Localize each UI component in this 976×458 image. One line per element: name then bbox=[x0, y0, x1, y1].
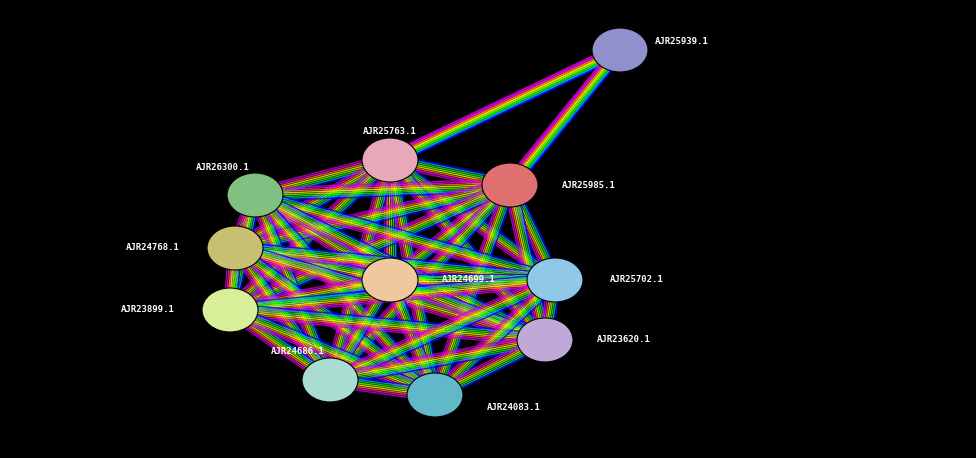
Text: AJR23899.1: AJR23899.1 bbox=[121, 305, 175, 315]
Ellipse shape bbox=[407, 373, 463, 417]
Text: AJR24768.1: AJR24768.1 bbox=[126, 244, 180, 252]
Ellipse shape bbox=[592, 28, 648, 72]
Ellipse shape bbox=[517, 318, 573, 362]
Text: AJR25702.1: AJR25702.1 bbox=[610, 276, 664, 284]
Ellipse shape bbox=[527, 258, 583, 302]
Text: AJR25939.1: AJR25939.1 bbox=[655, 38, 709, 47]
Ellipse shape bbox=[202, 288, 258, 332]
Ellipse shape bbox=[362, 138, 418, 182]
Ellipse shape bbox=[207, 226, 263, 270]
Ellipse shape bbox=[362, 258, 418, 302]
Ellipse shape bbox=[302, 358, 358, 402]
Ellipse shape bbox=[482, 163, 538, 207]
Text: AJR24083.1: AJR24083.1 bbox=[487, 403, 541, 411]
Text: AJR25763.1: AJR25763.1 bbox=[363, 127, 417, 136]
Text: AJR23620.1: AJR23620.1 bbox=[597, 336, 651, 344]
Text: AJR24699.1: AJR24699.1 bbox=[442, 276, 496, 284]
Ellipse shape bbox=[227, 173, 283, 217]
Text: AJR25985.1: AJR25985.1 bbox=[562, 180, 616, 190]
Text: AJR24686.1: AJR24686.1 bbox=[271, 348, 325, 356]
Text: AJR26300.1: AJR26300.1 bbox=[196, 163, 250, 171]
